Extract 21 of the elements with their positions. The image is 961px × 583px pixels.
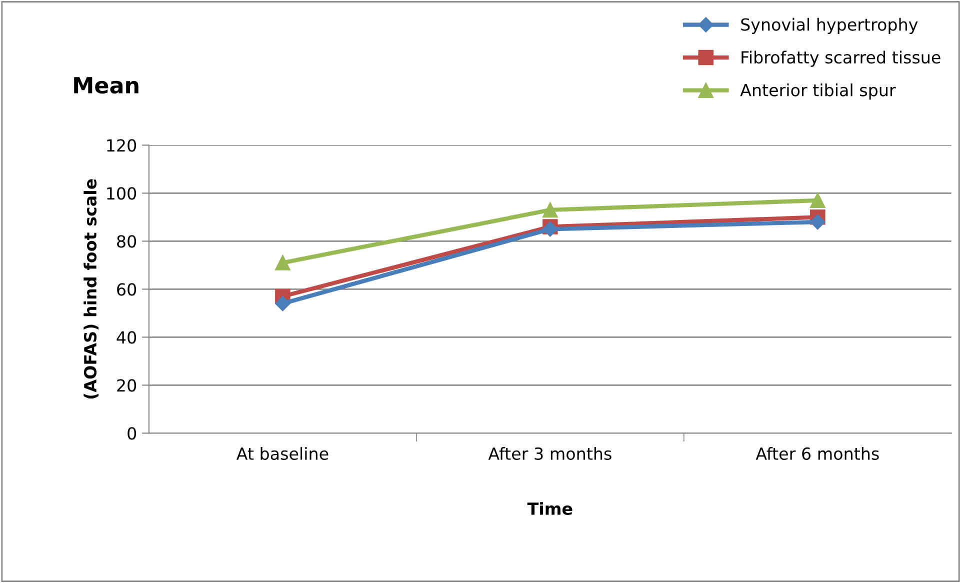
legend-label: Fibrofatty scarred tissue (742, 50, 940, 67)
x-tick-label: After 6 months (756, 447, 879, 460)
point (810, 214, 826, 230)
y-tick-label: 0 (128, 427, 136, 440)
y-tick-label: 20 (117, 379, 136, 392)
y-axis-title: (AOFAS) hind foot scale (84, 179, 99, 399)
point (810, 192, 826, 208)
y-tick-label: 120 (107, 139, 136, 152)
x-tick-label: After 3 months (488, 447, 612, 460)
legend-label: Anterior tibial spur (740, 84, 896, 100)
x-tick-label: At baseline (236, 447, 328, 460)
chart-title: Mean (74, 77, 138, 94)
x-axis-title: Time (527, 502, 572, 515)
y-tick-label: 60 (117, 283, 136, 296)
y-tick-label: 40 (116, 331, 136, 344)
point (542, 202, 558, 218)
point (275, 255, 290, 270)
y-tick-label: 80 (117, 235, 136, 248)
legend-label: Synovial hypertrophy (741, 18, 918, 34)
point (275, 296, 290, 312)
y-tick-label: 100 (107, 187, 136, 200)
